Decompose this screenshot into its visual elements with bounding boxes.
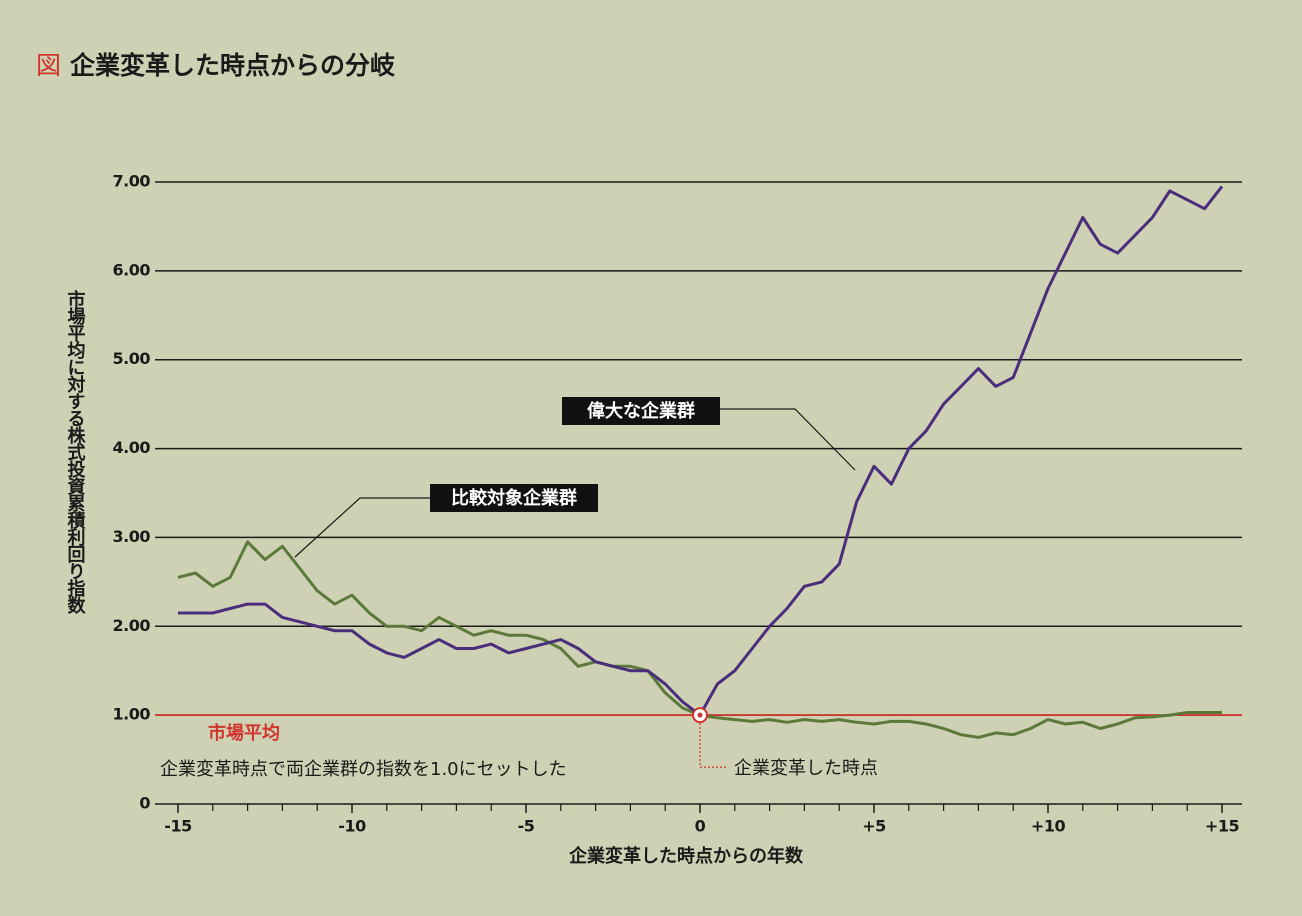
note: 企業変革時点で両企業群の指数を1.0にセットした [160, 759, 567, 780]
y-tick-label: 4.00 [113, 438, 151, 457]
series-label-box [430, 484, 598, 512]
x-tick-label: 0 [695, 817, 706, 836]
baseline-label: 市場平均 [208, 722, 280, 744]
x-axis-label: 企業変革した時点からの年数 [568, 845, 804, 867]
y-tick-label: 5.00 [113, 349, 151, 368]
event-leader [699, 715, 728, 768]
x-tick-label: +15 [1205, 817, 1240, 836]
x-tick-label: -15 [164, 817, 192, 836]
series-label: 偉大な企業群 [587, 400, 695, 422]
y-tick-label: 6.00 [113, 260, 151, 279]
series-line [178, 185, 1224, 717]
event-label: 企業変革した時点 [734, 758, 878, 779]
x-tick-label: +5 [862, 817, 886, 836]
y-axis-label: 市場平均に対する株式投資累積利回り指数 [65, 289, 87, 615]
callout-arrow [294, 497, 430, 558]
y-tick-label: 7.00 [113, 172, 151, 191]
y-tick-label: 1.00 [113, 705, 151, 724]
y-tick-label: 0 [139, 794, 150, 813]
x-tick-label: -10 [338, 817, 366, 836]
series-label: 比較対象企業群 [451, 487, 577, 509]
callout-arrow [720, 408, 856, 471]
x-tick-label: +10 [1031, 817, 1066, 836]
x-tick-label: -5 [518, 817, 535, 836]
series-label-box [562, 397, 720, 425]
chart-title: 企業変革した時点からの分岐 [70, 51, 396, 80]
event-marker-dot [697, 712, 703, 718]
y-tick-label: 3.00 [113, 527, 151, 546]
y-tick-label: 2.00 [113, 616, 151, 635]
title-prefix: 図 [36, 51, 61, 80]
